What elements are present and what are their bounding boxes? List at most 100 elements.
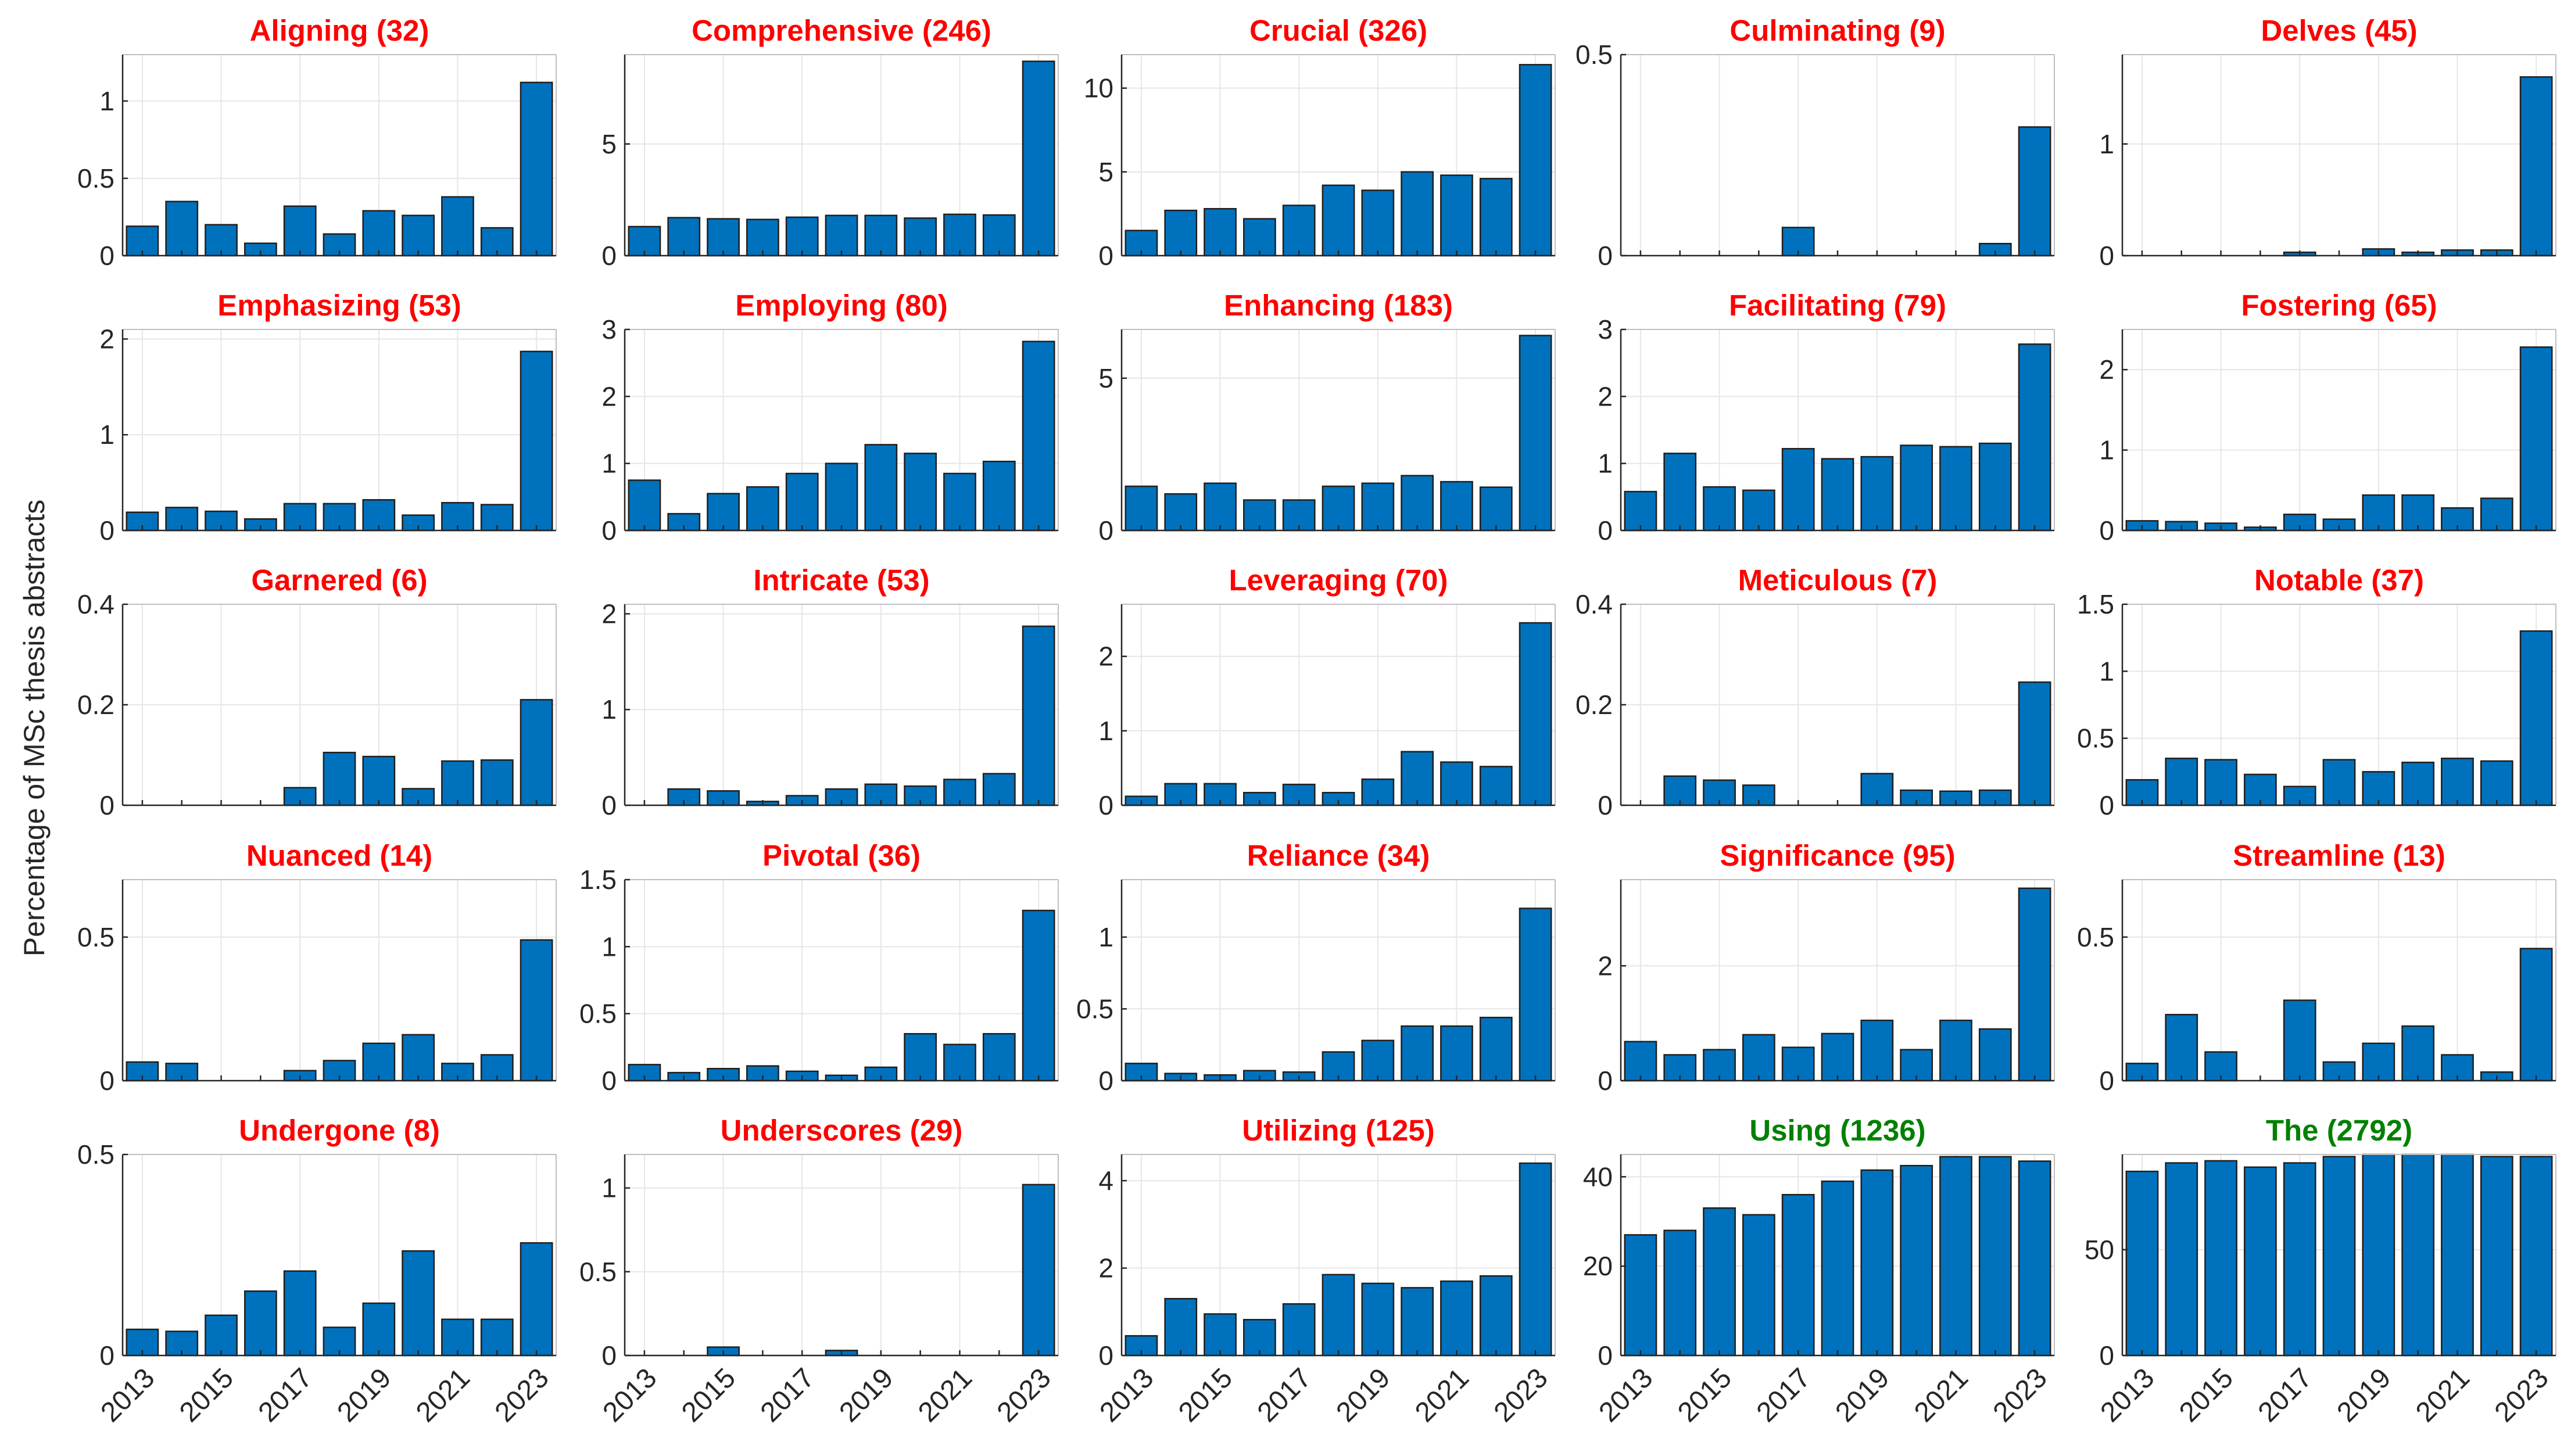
plot-area [123,329,556,530]
bar-2021 [441,760,474,806]
bar-2022 [1479,486,1513,532]
bar-2014 [1663,1229,1697,1357]
bar-2013 [2125,779,2159,806]
bar-2015 [1204,482,1237,532]
x-tick-label: 2015 [676,1362,742,1428]
y-tick-label: 0 [601,515,617,546]
bar-2020 [2401,494,2435,532]
subplot-streamline: 0 0.5 Streamline (13) [2077,839,2556,1096]
bar-2020 [2401,1153,2435,1357]
bar-2023 [2519,1156,2553,1357]
subplot-title: Underscores (29) [721,1114,963,1147]
bar-2020 [402,214,435,257]
bar-2013 [1125,485,1158,532]
y-tick-label: 0.2 [1575,690,1613,720]
y-tick-label: 0 [601,1340,617,1371]
bar-2016 [1742,1214,1775,1357]
bar-2017 [283,205,317,257]
y-tick-label: 0.5 [1076,994,1113,1024]
bar-2020 [1401,751,1434,806]
bar-2022 [1479,178,1513,257]
subplot-facilitating: 0 1 2 3 Facilitating (79) [1598,289,2055,546]
bar-2017 [1282,1303,1316,1357]
y-tick-label: 0.4 [77,589,114,619]
bar-2020 [1401,475,1434,532]
y-tick-label: 2 [1598,381,1613,411]
subplot-meticulous: 0 0.2 0.4 Meticulous (7) [1575,564,2055,820]
bar-2021 [441,501,474,532]
x-tick-label: 2017 [253,1362,318,1428]
x-tick-label: 2021 [1409,1362,1475,1428]
bar-2018 [1821,1180,1854,1357]
subplot-title: Leveraging (70) [1229,564,1448,597]
bar-2014 [2165,758,2198,806]
bar-2022 [982,460,1016,532]
subplot-the: 0 50 2013 2015 2017 2019 2021 2023 The (2792) [2085,1114,2556,1428]
bar-2022 [1479,1017,1513,1082]
bar-2014 [1164,209,1198,257]
subplot-nuanced: 0 0.5 Nuanced (14) [77,839,557,1096]
bar-2019 [1361,482,1395,532]
y-tick-label: 5 [1098,363,1113,393]
y-tick-label: 0 [1098,790,1113,820]
x-tick-label: 2019 [833,1362,899,1428]
bar-2023 [520,81,553,257]
bar-2019 [1361,189,1395,257]
subplot-utilizing: 0 2 4 2013 2015 2017 2019 2021 2023 Utilizing (12… [1094,1114,1556,1428]
y-tick-label: 0 [1598,1066,1613,1096]
bar-2015 [2204,759,2237,806]
bar-2020 [904,1033,937,1082]
bar-2018 [2322,759,2356,806]
bar-2016 [746,218,779,257]
bar-2021 [2441,758,2474,806]
bar-2016 [1742,489,1775,532]
bar-2022 [2480,1156,2513,1357]
y-tick-label: 1 [2099,656,2114,686]
y-tick-label: 0 [99,1066,114,1096]
bar-2014 [667,217,701,257]
subplot-comprehensive: 0 5 Comprehensive (246) [601,14,1059,271]
x-tick-label: 2021 [912,1362,978,1428]
bar-2021 [441,196,474,257]
subplot-title: Employing (80) [735,289,948,322]
subplot-significance: 0 2 Significance (95) [1598,839,2055,1096]
bar-2016 [2243,1166,2277,1357]
bar-2015 [1703,1207,1736,1357]
subplot-title: Garnered (6) [251,564,427,597]
subplot-title: Comprehensive (246) [692,14,991,47]
bar-2020 [1401,1025,1434,1082]
bar-2021 [943,472,976,532]
y-tick-label: 2 [601,381,617,411]
bar-2016 [1742,784,1775,806]
subplot-title: The (2792) [2266,1114,2412,1147]
subplot-title: Significance (95) [1720,839,1955,872]
bar-2015 [1703,486,1736,532]
y-tick-label: 0.5 [2077,922,2114,952]
bar-2023 [1022,1184,1055,1357]
y-tick-label: 0 [1598,790,1613,820]
y-tick-label: 0.5 [579,999,617,1029]
subplot-underscores: 0 0.5 1 2013 2015 2017 2019 2021 2023 Underscores… [579,1114,1059,1428]
y-tick-label: 0 [99,1340,114,1371]
y-tick-label: 0 [601,790,617,820]
bar-2021 [1440,761,1473,806]
bar-2014 [2165,1014,2198,1082]
bar-2020 [2401,1025,2435,1082]
subplot-using: 0 20 40 2013 2015 2017 2019 2021 2023 Using (1236… [1583,1114,2055,1428]
bar-2023 [1519,1162,1552,1357]
bar-2018 [825,462,858,532]
bar-2014 [1663,1054,1697,1082]
y-tick-label: 3 [601,314,617,345]
bar-2014 [165,507,199,532]
bar-2021 [441,1318,474,1357]
y-tick-label: 1 [1098,922,1113,952]
bar-2019 [362,755,396,806]
bar-2021 [1939,1019,1972,1082]
bar-2017 [2283,1162,2316,1357]
y-tick-label: 0 [2099,790,2114,820]
subplot-intricate: 0 1 2 Intricate (53) [601,564,1059,820]
bar-2017 [1781,1193,1815,1357]
bar-2022 [480,759,514,806]
bar-2013 [2125,1170,2159,1357]
bar-2023 [520,1242,553,1357]
